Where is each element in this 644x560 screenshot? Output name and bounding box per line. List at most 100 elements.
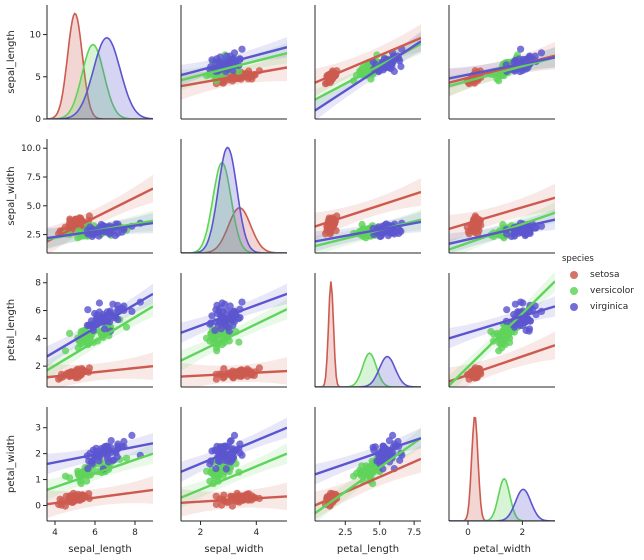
point-setosa bbox=[75, 214, 84, 222]
point-setosa bbox=[61, 502, 69, 510]
point-virginica bbox=[532, 224, 540, 232]
point-versicolor bbox=[203, 334, 211, 342]
point-versicolor bbox=[487, 328, 495, 336]
point-versicolor bbox=[211, 474, 219, 482]
panel-plot-area bbox=[449, 183, 555, 253]
x-axis-label: petal_width bbox=[473, 544, 531, 555]
point-virginica bbox=[516, 321, 524, 329]
panel-petal_width-vs-sepal_width: 2 4 sepal_width bbox=[180, 407, 287, 555]
point-setosa bbox=[62, 492, 70, 500]
point-versicolor bbox=[235, 338, 243, 346]
point-virginica bbox=[369, 443, 377, 451]
point-versicolor bbox=[77, 480, 85, 488]
panel-sepal_width-vs-sepal_width bbox=[180, 139, 287, 254]
point-versicolor bbox=[358, 220, 366, 229]
point-versicolor bbox=[506, 338, 514, 347]
point-versicolor bbox=[493, 75, 501, 83]
point-versicolor bbox=[498, 344, 506, 352]
kde-line-versicolor bbox=[449, 478, 555, 521]
x-tick-label: 2 bbox=[520, 528, 526, 538]
regression-line-versicolor bbox=[47, 452, 153, 492]
x-tick-label: 2 bbox=[198, 528, 204, 538]
panel-plot-area bbox=[181, 283, 287, 387]
point-virginica bbox=[212, 465, 220, 473]
point-virginica bbox=[128, 431, 136, 439]
point-virginica bbox=[238, 298, 246, 306]
point-virginica bbox=[537, 49, 546, 57]
panel-plot-area bbox=[181, 417, 287, 517]
regression-line-setosa bbox=[47, 364, 153, 379]
point-virginica bbox=[531, 52, 539, 60]
regression-line-virginica bbox=[47, 221, 153, 240]
regression-line-versicolor bbox=[181, 308, 287, 362]
point-virginica bbox=[515, 55, 523, 63]
point-virginica bbox=[516, 228, 524, 236]
y-tick-label: 2 bbox=[35, 362, 41, 372]
point-virginica bbox=[230, 431, 239, 439]
x-tick-label: 2.5 bbox=[338, 528, 352, 538]
panel-sepal_length-vs-petal_width bbox=[448, 5, 555, 120]
point-virginica bbox=[107, 437, 115, 445]
regression-line-versicolor bbox=[181, 51, 287, 82]
x-tick-label: 5.0 bbox=[373, 528, 388, 538]
panel-petal_length-vs-sepal_length: 2 4 6 8 petal_length bbox=[6, 273, 153, 388]
point-virginica bbox=[392, 228, 400, 236]
point-versicolor bbox=[358, 65, 366, 73]
legend: species setosa versicolor virginica bbox=[560, 253, 642, 315]
panel-plot-area bbox=[449, 273, 555, 387]
panel-plot-area bbox=[47, 174, 153, 253]
kde-line-setosa bbox=[449, 416, 555, 521]
panel-plot-area bbox=[47, 12, 153, 119]
point-virginica bbox=[389, 431, 397, 439]
y-tick-label: 2 bbox=[35, 450, 41, 460]
x-axis-label: petal_length bbox=[337, 544, 399, 555]
point-virginica bbox=[503, 306, 511, 314]
point-virginica bbox=[385, 452, 393, 460]
panel-plot-area bbox=[315, 281, 421, 387]
regression-line-setosa bbox=[47, 488, 153, 506]
panel-plot-area bbox=[181, 37, 287, 100]
legend-item-setosa: setosa bbox=[560, 267, 642, 283]
point-virginica bbox=[525, 327, 533, 335]
point-virginica bbox=[84, 465, 92, 473]
point-versicolor bbox=[122, 323, 131, 331]
legend-swatch-versicolor bbox=[570, 287, 578, 295]
point-virginica bbox=[222, 321, 230, 329]
panel-plot-area bbox=[315, 427, 421, 521]
regression-line-setosa bbox=[449, 344, 555, 383]
regression-line-versicolor bbox=[315, 437, 421, 515]
panel-sepal_width-vs-petal_width bbox=[448, 139, 555, 254]
point-versicolor bbox=[358, 462, 366, 470]
panel-plot-area bbox=[315, 24, 421, 119]
point-virginica bbox=[238, 451, 246, 459]
point-virginica bbox=[385, 63, 393, 72]
kde-line-setosa bbox=[315, 281, 421, 387]
point-virginica bbox=[88, 320, 96, 328]
point-virginica bbox=[517, 298, 525, 306]
regression-line-setosa bbox=[181, 495, 287, 505]
point-virginica bbox=[208, 447, 216, 455]
regression-line-setosa bbox=[315, 190, 421, 228]
point-setosa bbox=[212, 492, 220, 500]
kde-fill-versicolor bbox=[315, 353, 421, 387]
point-versicolor bbox=[77, 328, 85, 336]
point-virginica bbox=[84, 306, 92, 314]
point-virginica bbox=[222, 465, 230, 473]
regression-line-setosa bbox=[449, 196, 555, 230]
x-tick-label: 8 bbox=[132, 528, 138, 538]
x-axis-label: sepal_length bbox=[68, 544, 132, 555]
regression-line-setosa bbox=[181, 66, 287, 88]
point-versicolor bbox=[83, 333, 91, 341]
regression-line-virginica bbox=[181, 426, 287, 473]
x-tick-label: 4 bbox=[52, 528, 58, 538]
kde-fill-virginica bbox=[315, 356, 421, 387]
legend-label-setosa: setosa bbox=[590, 270, 620, 280]
x-tick-label: 4 bbox=[253, 528, 259, 538]
point-virginica bbox=[227, 437, 235, 445]
point-virginica bbox=[118, 228, 126, 236]
panel-sepal_length-vs-sepal_width bbox=[180, 5, 287, 120]
x-axis-label: sepal_width bbox=[204, 544, 263, 555]
legend-item-versicolor: versicolor bbox=[560, 283, 642, 299]
point-virginica bbox=[111, 232, 119, 240]
